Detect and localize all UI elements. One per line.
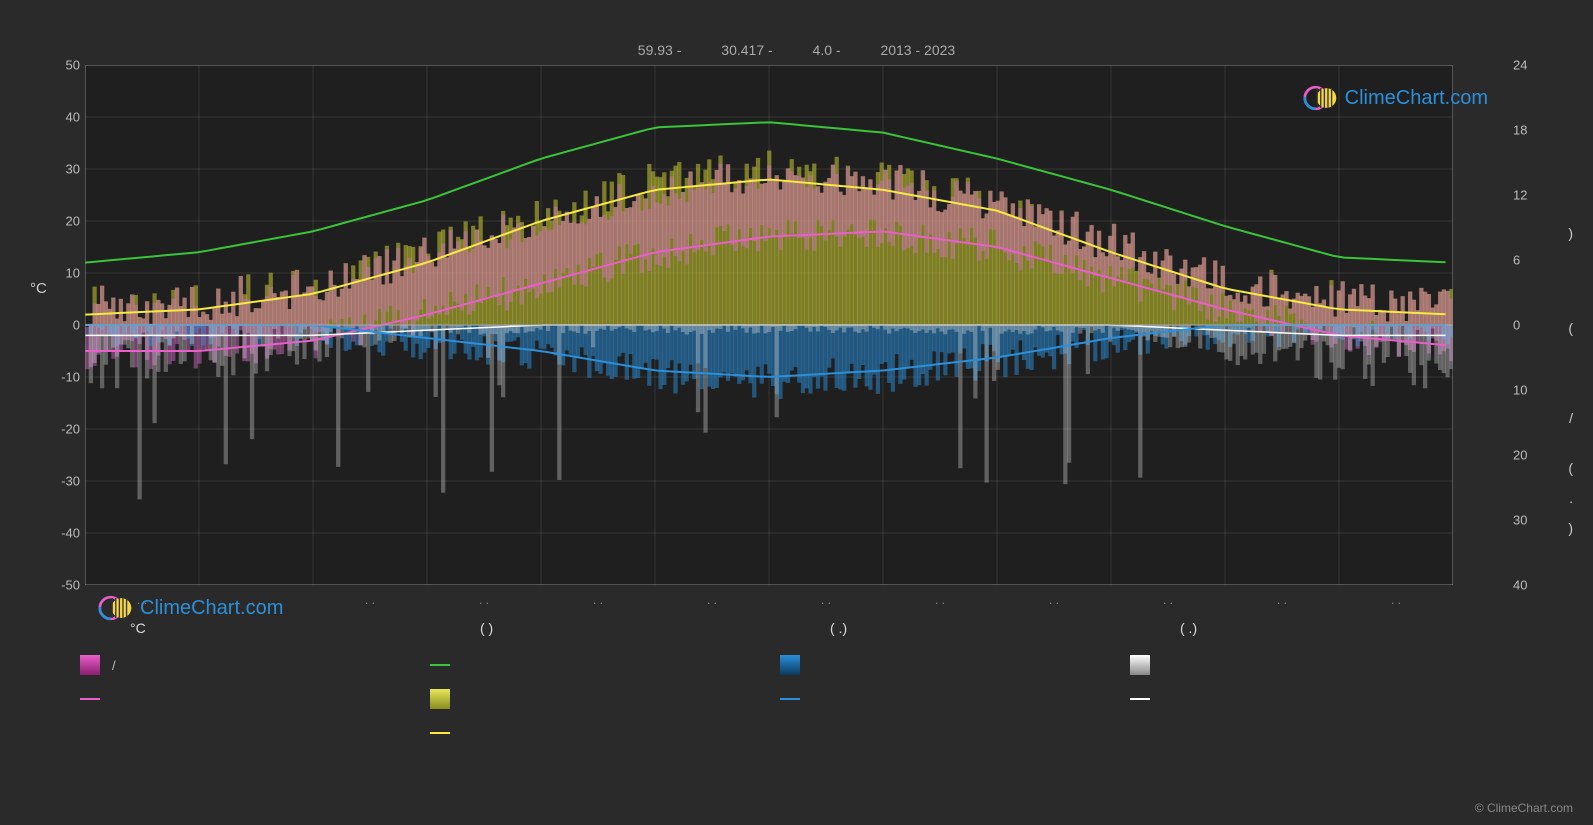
legend-col4-header: ( .) <box>1130 620 1480 636</box>
x-tick: . . <box>365 593 375 607</box>
y-left-tick: 50 <box>50 58 80 73</box>
chart-header: 59.93 - 30.417 - 4.0 - 2013 - 2023 <box>0 42 1593 58</box>
swatch-white-line <box>1130 698 1150 700</box>
y-left-tick: 10 <box>50 266 80 281</box>
right-axis-paren-mid2: ( <box>1568 460 1573 476</box>
legend-yellow-line <box>430 720 780 746</box>
legend-temp-box: / <box>80 652 430 678</box>
header-lon: 30.417 - <box>721 42 772 58</box>
y-left-tick: 30 <box>50 162 80 177</box>
swatch-magenta-box <box>80 655 100 675</box>
legend-white-box <box>1130 652 1480 678</box>
legend-col1-header: °C <box>80 620 430 636</box>
x-tick: . . <box>593 593 603 607</box>
swatch-green-line <box>430 664 450 666</box>
chart-plot-area <box>85 65 1453 585</box>
x-tick: . . <box>137 593 147 607</box>
y-left-tick: 40 <box>50 110 80 125</box>
legend-yellow-box <box>430 686 780 712</box>
x-tick: . . <box>251 593 261 607</box>
legend-col2-header: ( ) <box>430 620 780 636</box>
legend: °C ( ) ( .) ( .) / <box>80 620 1480 746</box>
watermark-top-right: ClimeChart.com <box>1303 80 1488 116</box>
y-right-tick: 40 <box>1513 578 1543 593</box>
y-right-tick: 18 <box>1513 123 1543 138</box>
swatch-magenta-line <box>80 698 100 700</box>
legend-green-line <box>430 652 780 678</box>
legend-blue-box <box>780 652 1130 678</box>
swatch-yellow-box <box>430 689 450 709</box>
y-left-label: °C <box>30 280 47 297</box>
x-tick: . . <box>1049 593 1059 607</box>
y-right-tick: 30 <box>1513 513 1543 528</box>
y-left-tick: 0 <box>50 318 80 333</box>
brand-name: ClimeChart.com <box>1345 87 1488 110</box>
y-right-tick: 12 <box>1513 188 1543 203</box>
y-left-tick: -10 <box>50 370 80 385</box>
x-tick: . . <box>707 593 717 607</box>
x-tick: . . <box>1277 593 1287 607</box>
y-left-tick: -30 <box>50 474 80 489</box>
header-lat: 59.93 - <box>638 42 682 58</box>
right-axis-paren-mid1: ( <box>1568 320 1573 336</box>
y-right-tick: 24 <box>1513 58 1543 73</box>
header-years: 2013 - 2023 <box>880 42 955 58</box>
x-tick: . . <box>479 593 489 607</box>
swatch-white-box <box>1130 655 1150 675</box>
swatch-blue-box <box>780 655 800 675</box>
right-axis-paren-top: ) <box>1568 225 1573 241</box>
header-elev: 4.0 - <box>813 42 841 58</box>
legend-blue-line <box>780 686 1130 712</box>
y-right-tick: 20 <box>1513 448 1543 463</box>
brand-logo-icon <box>1303 80 1339 116</box>
x-tick: . . <box>1391 593 1401 607</box>
y-left-tick: -20 <box>50 422 80 437</box>
x-tick: . . <box>1163 593 1173 607</box>
copyright: © ClimeChart.com <box>1475 801 1573 815</box>
y-left-tick: -40 <box>50 526 80 541</box>
legend-col3-header: ( .) <box>780 620 1130 636</box>
y-left-tick: 20 <box>50 214 80 229</box>
x-tick: . . <box>935 593 945 607</box>
legend-temp-box-label: / <box>112 658 116 673</box>
y-right-tick: 10 <box>1513 383 1543 398</box>
right-axis-paren-bot: ) <box>1568 520 1573 536</box>
brand-name: ClimeChart.com <box>140 597 283 620</box>
swatch-blue-line <box>780 698 800 700</box>
swatch-yellow-line <box>430 732 450 734</box>
y-left-tick: -50 <box>50 578 80 593</box>
chart-svg <box>85 65 1453 585</box>
y-right-tick: 0 <box>1513 318 1543 333</box>
y-right-tick: 6 <box>1513 253 1543 268</box>
legend-white-line <box>1130 686 1480 712</box>
right-axis-slash: / <box>1569 410 1573 426</box>
x-tick: . . <box>821 593 831 607</box>
right-axis-dot: . <box>1569 490 1573 506</box>
legend-magenta-line <box>80 686 430 712</box>
